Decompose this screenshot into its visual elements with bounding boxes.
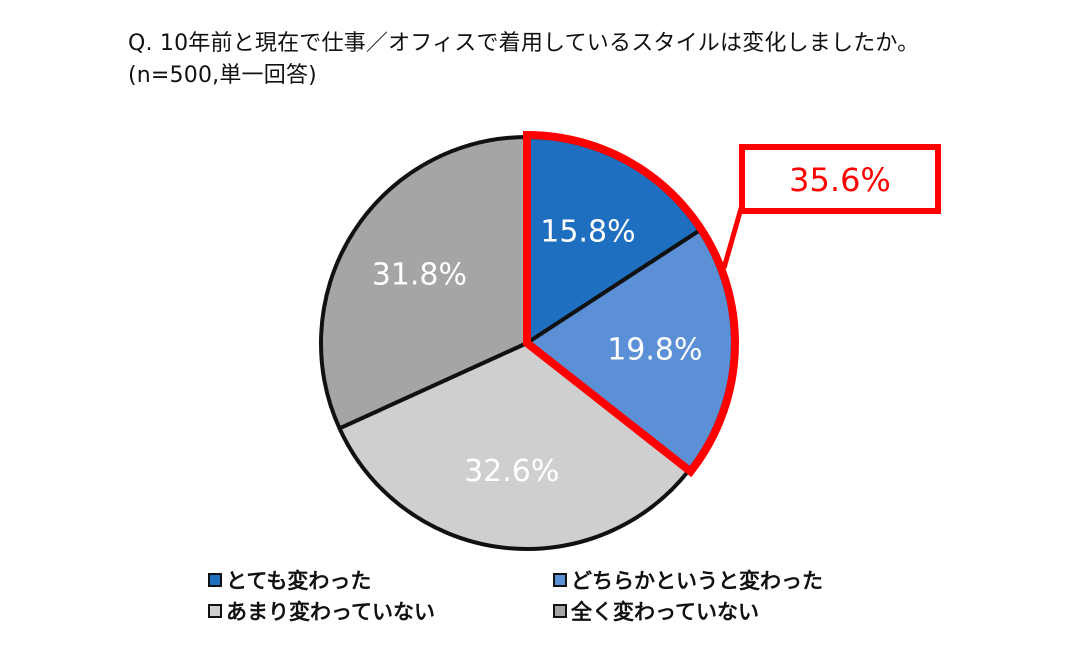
legend-label-0: とても変わった (226, 569, 372, 593)
pie-slice-3 (319, 135, 529, 431)
legend-item-3: 全く変わっていない (553, 596, 759, 626)
highlight-leader-line (721, 204, 745, 269)
legend-swatch-0 (208, 573, 222, 587)
legend-swatch-2 (208, 604, 222, 618)
legend-label-1: どちらかというと変わった (571, 569, 823, 593)
slice-value-label-0: 15.8% (540, 214, 635, 249)
legend-item-2: あまり変わっていない (208, 596, 435, 626)
slice-value-label-1: 19.8% (607, 333, 702, 368)
highlight-callout-label: 35.6% (789, 161, 891, 199)
chart-subtitle: (n=500,単一回答) (128, 63, 317, 88)
highlight-callout-box (739, 144, 941, 214)
slice-value-label-2: 32.6% (464, 454, 559, 489)
pie-slice-labels: 15.8% 19.8% 32.6% 31.8% (372, 214, 703, 489)
legend-item-0: とても変わった (208, 565, 371, 595)
pie-slice-2 (337, 341, 691, 551)
legend-item-1: どちらかというと変わった (553, 565, 823, 595)
chart-title: Q. 10年前と現在で仕事／オフィスで着用しているスタイルは変化しましたか。 (128, 31, 920, 56)
highlight-outline (523, 130, 739, 478)
legend-label-2: あまり変わっていない (226, 600, 435, 624)
legend-label-3: 全く変わっていない (571, 600, 759, 624)
legend-swatch-3 (553, 604, 567, 618)
slice-value-label-3: 31.8% (372, 258, 467, 293)
chart-title-block: Q. 10年前と現在で仕事／オフィスで着用しているスタイルは変化しましたか。 (… (128, 28, 919, 92)
highlight-group: 35.6% (523, 130, 941, 478)
pie-slices (319, 135, 735, 551)
legend-swatch-1 (553, 573, 567, 587)
